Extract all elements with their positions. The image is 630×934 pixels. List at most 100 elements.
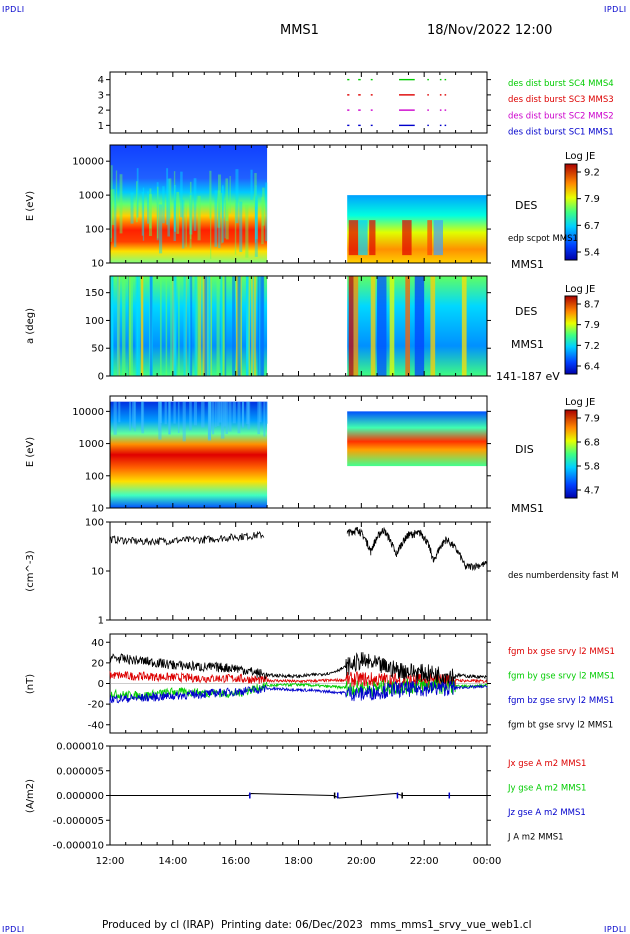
dis-energy-stripe bbox=[259, 401, 262, 423]
dis-energy-tick-label: 100 bbox=[85, 471, 104, 482]
dis-energy-stripe bbox=[237, 401, 241, 434]
des-pitch-stripe bbox=[208, 276, 211, 376]
dis-energy-stripe bbox=[113, 401, 117, 435]
dis-energy-stripe bbox=[168, 401, 171, 435]
dis-energy-tick-label: 10 bbox=[91, 504, 104, 515]
current-tick-label: 0.000010 bbox=[56, 742, 104, 753]
des-pitch-stripe bbox=[259, 276, 261, 376]
des-pitch-burst-stripe bbox=[370, 276, 376, 376]
des-energy-stripe bbox=[173, 171, 176, 232]
time-axis-tick-label: 20:00 bbox=[347, 856, 376, 867]
time-axis-tick-label: 22:00 bbox=[410, 856, 439, 867]
corner-mark-bottom-left: IPDLI bbox=[2, 925, 25, 934]
des-pitch-stripe bbox=[251, 276, 253, 376]
time-axis-tick-label: 16:00 bbox=[221, 856, 250, 867]
bfield-series-line bbox=[109, 677, 488, 701]
des-energy-stripe bbox=[224, 200, 226, 239]
des-pitch-stripe bbox=[245, 276, 248, 376]
dis-energy-stripe bbox=[207, 401, 212, 441]
density-tick-label: 1 bbox=[98, 616, 104, 627]
density-frame bbox=[109, 521, 488, 621]
des-pitch-stripe bbox=[135, 276, 139, 376]
des-pitch-stripe bbox=[232, 276, 235, 376]
density-ylabel: (cm^-3) bbox=[25, 550, 36, 591]
dis-energy-sc-label: MMS1 bbox=[511, 502, 544, 515]
des-energy-stripe bbox=[111, 189, 115, 225]
des-pitch-stripe bbox=[170, 276, 172, 376]
dis-energy-tick-label: 10000 bbox=[72, 407, 104, 418]
des-pitch-colorbar-title: Log JE bbox=[565, 284, 595, 295]
des-pitch-stripe bbox=[130, 276, 133, 376]
des-energy-colorbar bbox=[564, 163, 578, 261]
des-pitch-burst-stripe bbox=[348, 276, 354, 376]
des-pitch-stripe bbox=[224, 276, 227, 376]
dis-energy-colorbar-tick-label: 7.9 bbox=[584, 414, 600, 425]
des-pitch-stripe bbox=[221, 276, 226, 376]
des-energy-tick-label: 100 bbox=[85, 225, 104, 236]
des-pitch-stripe bbox=[237, 276, 241, 376]
des-energy-stripe bbox=[239, 201, 243, 253]
current-tick-label: 0.000005 bbox=[56, 766, 104, 777]
des-energy-stripe bbox=[225, 203, 229, 240]
des-pitch-stripe bbox=[198, 276, 201, 376]
des-energy-stripe bbox=[209, 170, 212, 219]
des-pitch-stripe bbox=[173, 276, 177, 376]
corner-mark-bottom-right: IPDLI bbox=[604, 925, 627, 934]
des-pitch-colorbar-tick-label: 7.9 bbox=[584, 320, 600, 331]
des-energy-stripe bbox=[217, 174, 221, 212]
dis-energy-stripe bbox=[132, 401, 136, 428]
des-pitch-tick-label: 0 bbox=[98, 372, 104, 383]
bfield-legend-entry: fgm by gse srvy l2 MMS1 bbox=[508, 672, 615, 682]
des-energy-stripe bbox=[245, 204, 249, 258]
datetime-title: 18/Nov/2022 12:00 bbox=[427, 23, 552, 38]
des-pitch-sc-label: MMS1 bbox=[511, 338, 544, 351]
des-energy-stripe bbox=[262, 187, 265, 226]
dis-energy-stripe bbox=[263, 401, 266, 437]
des-energy-spectrum-block-2 bbox=[347, 195, 487, 263]
des-energy-stripe bbox=[254, 197, 257, 243]
des-energy-colorbar-tick-label: 9.2 bbox=[584, 168, 600, 179]
des-pitch-stripe bbox=[199, 276, 202, 376]
des-pitch-species-label: DES bbox=[515, 305, 537, 318]
des-energy-stripe bbox=[214, 190, 218, 247]
density-tick-label: 10 bbox=[91, 567, 104, 578]
burst-legend-entry: des dist burst SC3 MMS3 bbox=[508, 95, 614, 105]
dis-energy-stripe bbox=[164, 401, 167, 425]
time-axis-tick-label: 14:00 bbox=[158, 856, 187, 867]
time-axis-tick-label: 00:00 bbox=[473, 856, 502, 867]
des-pitch-stripe bbox=[165, 276, 168, 376]
bfield-tick-label: 0 bbox=[98, 679, 104, 690]
current-tick-label: -0.000005 bbox=[53, 816, 104, 827]
des-energy-stripe bbox=[141, 191, 144, 236]
des-energy-sc-label: MMS1 bbox=[511, 258, 544, 271]
bfield-legend-entry: fgm bt gse srvy l2 MMS1 bbox=[508, 721, 613, 731]
des-pitch-stripe bbox=[178, 276, 180, 376]
current-tick-label: -0.000010 bbox=[53, 841, 104, 852]
dis-energy-stripe bbox=[232, 401, 236, 424]
burst-legend-entry: des dist burst SC4 MMS4 bbox=[508, 79, 614, 89]
current-legend-entry: Jz gse A m2 MMS1 bbox=[507, 808, 586, 818]
des-energy-tick-label: 10000 bbox=[72, 157, 104, 168]
des-energy-stripe bbox=[218, 190, 221, 249]
des-energy-stripe bbox=[255, 185, 257, 222]
des-pitch-stripe bbox=[252, 276, 255, 376]
dis-energy-stripe bbox=[159, 401, 162, 424]
des-energy-stripe bbox=[156, 182, 159, 241]
bfield-legend-entry: fgm bz gse srvy l2 MMS1 bbox=[508, 696, 614, 706]
time-axis-tick-label: 18:00 bbox=[284, 856, 313, 867]
dis-energy-stripe bbox=[189, 401, 192, 431]
des-pitch-stripe bbox=[206, 276, 210, 376]
des-pitch-stripe bbox=[220, 276, 223, 376]
pitch-energy-band: 141-187 eV bbox=[496, 370, 560, 383]
dis-energy-block-1 bbox=[110, 401, 268, 508]
des-energy-colorbar-tick-label: 6.7 bbox=[584, 221, 600, 232]
burst-panel-frame bbox=[109, 71, 488, 134]
dis-energy-stripe bbox=[266, 401, 268, 424]
des-energy-spectrum-block-1 bbox=[110, 145, 268, 263]
dis-energy-stripe bbox=[118, 401, 121, 423]
des-pitch-block-1 bbox=[110, 276, 268, 376]
des-pitch-stripe bbox=[236, 276, 238, 376]
des-energy-stripe bbox=[180, 171, 183, 218]
des-energy-stripe bbox=[189, 192, 193, 235]
des-pitch-stripe bbox=[116, 276, 119, 376]
